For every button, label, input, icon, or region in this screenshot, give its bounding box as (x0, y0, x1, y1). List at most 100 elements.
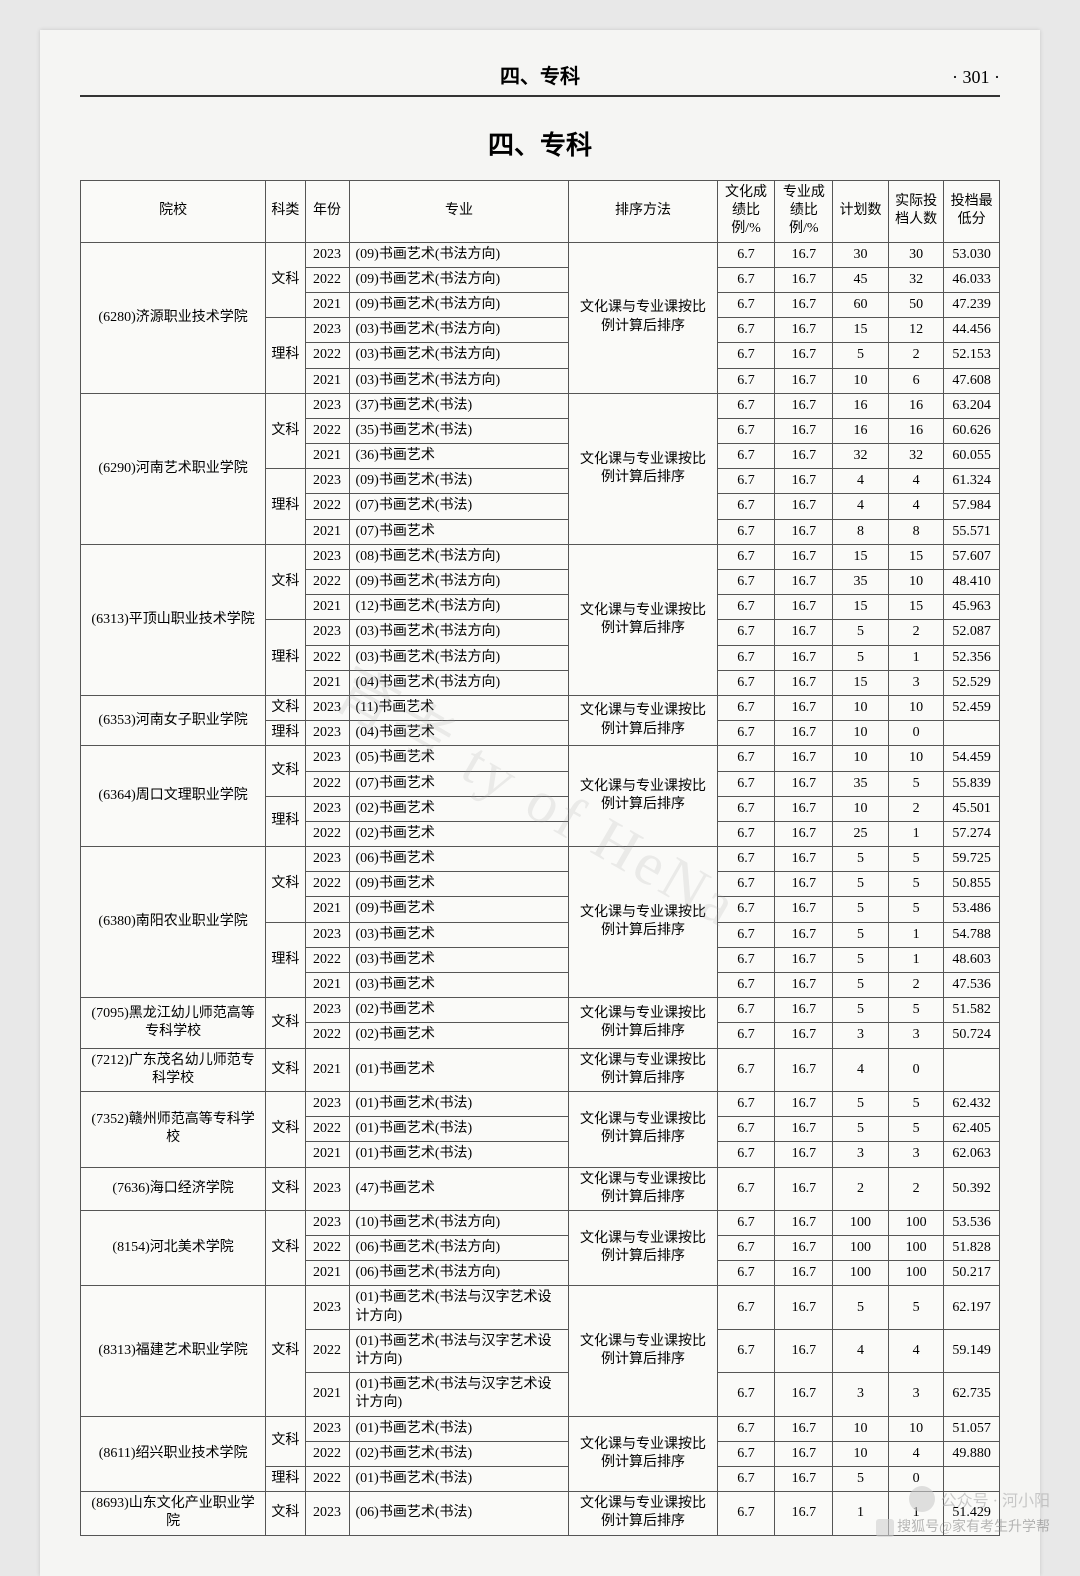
cell-plan: 8 (833, 519, 889, 544)
cell-actual: 5 (888, 897, 944, 922)
cell-plan: 10 (833, 368, 889, 393)
cell-year: 2023 (305, 847, 349, 872)
cell-zpct: 16.7 (775, 821, 833, 846)
cell-actual: 1 (888, 947, 944, 972)
table-row: (6290)河南艺术职业学院文科2023(37)书画艺术(书法)文化课与专业课按… (81, 393, 1000, 418)
cell-cpct: 6.7 (717, 1261, 775, 1286)
cell-plan: 4 (833, 1329, 889, 1372)
cell-zpct: 16.7 (775, 1117, 833, 1142)
cell-year: 2021 (305, 973, 349, 998)
cell-category: 文科 (266, 544, 305, 620)
cell-year: 2021 (305, 670, 349, 695)
cell-year: 2021 (305, 595, 349, 620)
cell-plan: 4 (833, 1048, 889, 1091)
cell-category: 文科 (266, 242, 305, 318)
cell-major: (12)书画艺术(书法方向) (349, 595, 569, 620)
cell-school: (8611)绍兴职业技术学院 (81, 1416, 266, 1492)
cell-year: 2023 (305, 746, 349, 771)
cell-category: 文科 (266, 998, 305, 1048)
cell-cpct: 6.7 (717, 922, 775, 947)
cell-school: (6353)河南女子职业学院 (81, 695, 266, 745)
cell-zpct: 16.7 (775, 922, 833, 947)
cell-major: (08)书画艺术(书法方向) (349, 544, 569, 569)
cell-year: 2023 (305, 695, 349, 720)
cell-plan: 10 (833, 695, 889, 720)
cell-score: 50.724 (944, 1023, 1000, 1048)
cell-sort: 文化课与专业课按比例计算后排序 (569, 1091, 717, 1167)
cell-zpct: 16.7 (775, 1466, 833, 1491)
cell-plan: 15 (833, 318, 889, 343)
cell-plan: 5 (833, 922, 889, 947)
cell-plan: 3 (833, 1142, 889, 1167)
cell-zpct: 16.7 (775, 418, 833, 443)
cell-category: 文科 (266, 1286, 305, 1416)
cell-zpct: 16.7 (775, 1167, 833, 1210)
cell-plan: 10 (833, 721, 889, 746)
cell-zpct: 16.7 (775, 1210, 833, 1235)
cell-cpct: 6.7 (717, 292, 775, 317)
cell-cpct: 6.7 (717, 418, 775, 443)
cell-score: 57.607 (944, 544, 1000, 569)
cell-plan: 15 (833, 670, 889, 695)
cell-cpct: 6.7 (717, 897, 775, 922)
cell-year: 2021 (305, 1048, 349, 1091)
cell-category: 文科 (266, 746, 305, 796)
cell-major: (06)书画艺术(书法方向) (349, 1261, 569, 1286)
cell-plan: 5 (833, 973, 889, 998)
cell-cpct: 6.7 (717, 267, 775, 292)
cell-year: 2023 (305, 998, 349, 1023)
cell-actual: 1 (888, 645, 944, 670)
cell-major: (37)书画艺术(书法) (349, 393, 569, 418)
cell-score: 62.063 (944, 1142, 1000, 1167)
cell-cpct: 6.7 (717, 544, 775, 569)
cell-actual: 1 (888, 821, 944, 846)
cell-score: 55.571 (944, 519, 1000, 544)
cell-plan: 15 (833, 595, 889, 620)
cell-sort: 文化课与专业课按比例计算后排序 (569, 746, 717, 847)
cell-score: 45.501 (944, 796, 1000, 821)
cell-year: 2023 (305, 1210, 349, 1235)
cell-plan: 16 (833, 418, 889, 443)
cell-actual: 10 (888, 1416, 944, 1441)
cell-actual: 5 (888, 998, 944, 1023)
cell-score: 62.735 (944, 1373, 1000, 1416)
cell-plan: 2 (833, 1167, 889, 1210)
cell-actual: 2 (888, 796, 944, 821)
cell-year: 2022 (305, 872, 349, 897)
cell-zpct: 16.7 (775, 544, 833, 569)
cell-major: (01)书画艺术 (349, 1048, 569, 1091)
cell-score: 62.197 (944, 1286, 1000, 1329)
cell-zpct: 16.7 (775, 519, 833, 544)
th-major-pct: 专业成绩比例/% (775, 181, 833, 243)
cell-year: 2022 (305, 570, 349, 595)
cell-school: (8313)福建艺术职业学院 (81, 1286, 266, 1416)
cell-plan: 16 (833, 393, 889, 418)
cell-zpct: 16.7 (775, 872, 833, 897)
cell-zpct: 16.7 (775, 292, 833, 317)
th-sort: 排序方法 (569, 181, 717, 243)
wechat-text: 公众号 · 河小阳 (941, 1487, 1050, 1511)
table-row: (6280)济源职业技术学院文科2023(09)书画艺术(书法方向)文化课与专业… (81, 242, 1000, 267)
cell-major: (09)书画艺术(书法方向) (349, 267, 569, 292)
cell-zpct: 16.7 (775, 1286, 833, 1329)
cell-zpct: 16.7 (775, 267, 833, 292)
cell-year: 2023 (305, 1167, 349, 1210)
cell-cpct: 6.7 (717, 393, 775, 418)
cell-score: 45.963 (944, 595, 1000, 620)
cell-score: 57.984 (944, 494, 1000, 519)
cell-major: (01)书画艺术(书法) (349, 1466, 569, 1491)
cell-year: 2022 (305, 418, 349, 443)
cell-sort: 文化课与专业课按比例计算后排序 (569, 544, 717, 695)
cell-category: 文科 (266, 1210, 305, 1286)
cell-year: 2023 (305, 721, 349, 746)
cell-zpct: 16.7 (775, 242, 833, 267)
cell-zpct: 16.7 (775, 1048, 833, 1091)
cell-score: 63.204 (944, 393, 1000, 418)
cell-zpct: 16.7 (775, 796, 833, 821)
cell-category: 文科 (266, 393, 305, 469)
cell-cpct: 6.7 (717, 796, 775, 821)
cell-plan: 60 (833, 292, 889, 317)
cell-year: 2022 (305, 1329, 349, 1372)
cell-actual: 3 (888, 1373, 944, 1416)
admission-table: 院校 科类 年份 专业 排序方法 文化成绩比例/% 专业成绩比例/% 计划数 实… (80, 180, 1000, 1536)
